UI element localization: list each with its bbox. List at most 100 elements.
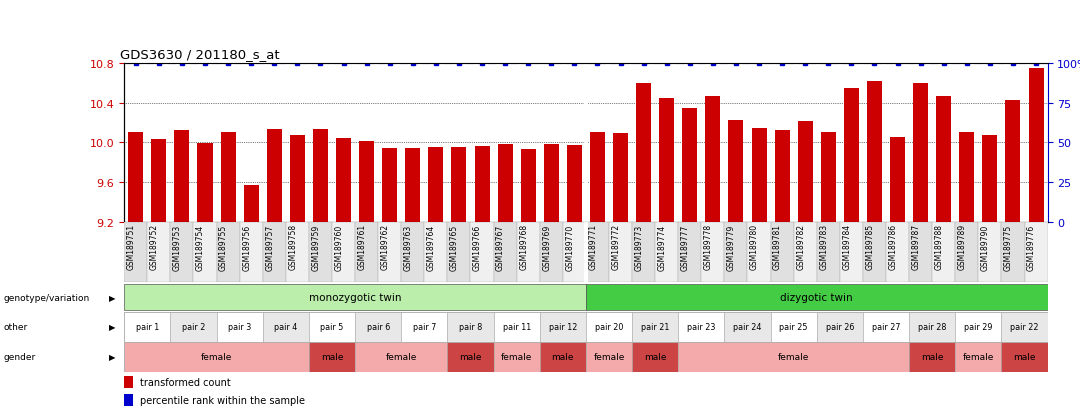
- Bar: [540, 342, 585, 372]
- Bar: [402, 223, 424, 282]
- Bar: [216, 223, 240, 282]
- Text: pair 4: pair 4: [274, 323, 297, 332]
- Bar: [129, 133, 144, 223]
- Bar: [956, 342, 1001, 372]
- Bar: [521, 150, 536, 223]
- Text: GSM189758: GSM189758: [288, 224, 297, 270]
- Text: GSM189776: GSM189776: [1027, 224, 1036, 270]
- Text: other: other: [3, 323, 27, 332]
- Bar: [956, 223, 978, 282]
- Bar: [174, 130, 189, 223]
- Bar: [867, 81, 882, 223]
- Bar: [567, 146, 582, 223]
- Text: female: female: [201, 352, 232, 361]
- Text: GSM189757: GSM189757: [266, 224, 274, 270]
- Bar: [609, 223, 632, 282]
- Text: pair 25: pair 25: [780, 323, 808, 332]
- Bar: [193, 223, 216, 282]
- Text: GSM189753: GSM189753: [173, 224, 181, 270]
- Text: pair 1: pair 1: [136, 323, 159, 332]
- Bar: [124, 342, 309, 372]
- Bar: [262, 223, 286, 282]
- Bar: [863, 223, 886, 282]
- Bar: [936, 96, 951, 223]
- Text: GSM189762: GSM189762: [380, 224, 390, 270]
- Text: GSM189779: GSM189779: [727, 224, 735, 270]
- Bar: [585, 284, 1048, 311]
- Bar: [124, 312, 171, 342]
- Bar: [262, 312, 309, 342]
- Text: pair 3: pair 3: [228, 323, 252, 332]
- Text: GSM189761: GSM189761: [357, 224, 366, 270]
- Bar: [124, 394, 133, 406]
- Text: GSM189782: GSM189782: [796, 224, 806, 270]
- Bar: [725, 312, 770, 342]
- Text: pair 12: pair 12: [549, 323, 577, 332]
- Bar: [683, 108, 698, 223]
- Bar: [336, 139, 351, 223]
- Bar: [956, 312, 1001, 342]
- Text: GDS3630 / 201180_s_at: GDS3630 / 201180_s_at: [120, 48, 280, 61]
- Text: ▶: ▶: [109, 293, 116, 302]
- Text: GSM189755: GSM189755: [219, 224, 228, 270]
- Bar: [816, 312, 863, 342]
- Bar: [840, 223, 863, 282]
- Text: GSM189765: GSM189765: [450, 224, 459, 270]
- Text: female: female: [778, 352, 809, 361]
- Text: GSM189763: GSM189763: [404, 224, 413, 270]
- Bar: [909, 312, 955, 342]
- Bar: [563, 223, 585, 282]
- Bar: [705, 96, 720, 223]
- Bar: [656, 223, 678, 282]
- Bar: [498, 145, 513, 223]
- Text: male: male: [552, 352, 575, 361]
- Text: GSM189771: GSM189771: [589, 224, 597, 270]
- Bar: [147, 223, 171, 282]
- Text: GSM189777: GSM189777: [680, 224, 690, 270]
- Bar: [540, 223, 563, 282]
- Bar: [124, 223, 147, 282]
- Bar: [590, 133, 605, 223]
- Bar: [151, 140, 166, 223]
- Text: GSM189774: GSM189774: [658, 224, 666, 270]
- Text: dizygotic twin: dizygotic twin: [781, 292, 853, 302]
- Text: GSM189754: GSM189754: [195, 224, 205, 270]
- Bar: [632, 342, 678, 372]
- Text: GSM189752: GSM189752: [150, 224, 159, 270]
- Bar: [402, 312, 447, 342]
- Bar: [447, 342, 494, 372]
- Text: gender: gender: [3, 352, 36, 361]
- Text: GSM189784: GSM189784: [842, 224, 851, 270]
- Bar: [543, 145, 558, 223]
- Text: pair 6: pair 6: [366, 323, 390, 332]
- Bar: [424, 223, 447, 282]
- Text: ▶: ▶: [109, 323, 116, 332]
- Text: pair 11: pair 11: [502, 323, 530, 332]
- Text: pair 26: pair 26: [825, 323, 854, 332]
- Text: GSM189759: GSM189759: [311, 224, 321, 270]
- Text: transformed count: transformed count: [140, 377, 231, 387]
- Bar: [220, 133, 235, 223]
- Text: GSM189781: GSM189781: [773, 224, 782, 270]
- Text: female: female: [593, 352, 624, 361]
- Text: male: male: [644, 352, 666, 361]
- Text: male: male: [921, 352, 944, 361]
- Bar: [309, 312, 355, 342]
- Bar: [659, 98, 674, 223]
- Bar: [124, 284, 585, 311]
- Bar: [447, 223, 471, 282]
- Text: pair 23: pair 23: [687, 323, 716, 332]
- Bar: [198, 144, 213, 223]
- Text: pair 28: pair 28: [918, 323, 946, 332]
- Bar: [309, 223, 332, 282]
- Bar: [932, 223, 956, 282]
- Text: GSM189760: GSM189760: [335, 224, 343, 270]
- Bar: [405, 149, 420, 223]
- Bar: [429, 148, 444, 223]
- Bar: [171, 312, 216, 342]
- Bar: [701, 223, 725, 282]
- Text: GSM189783: GSM189783: [820, 224, 828, 270]
- Text: GSM189780: GSM189780: [750, 224, 759, 270]
- Text: GSM189768: GSM189768: [519, 224, 528, 270]
- Bar: [728, 120, 743, 223]
